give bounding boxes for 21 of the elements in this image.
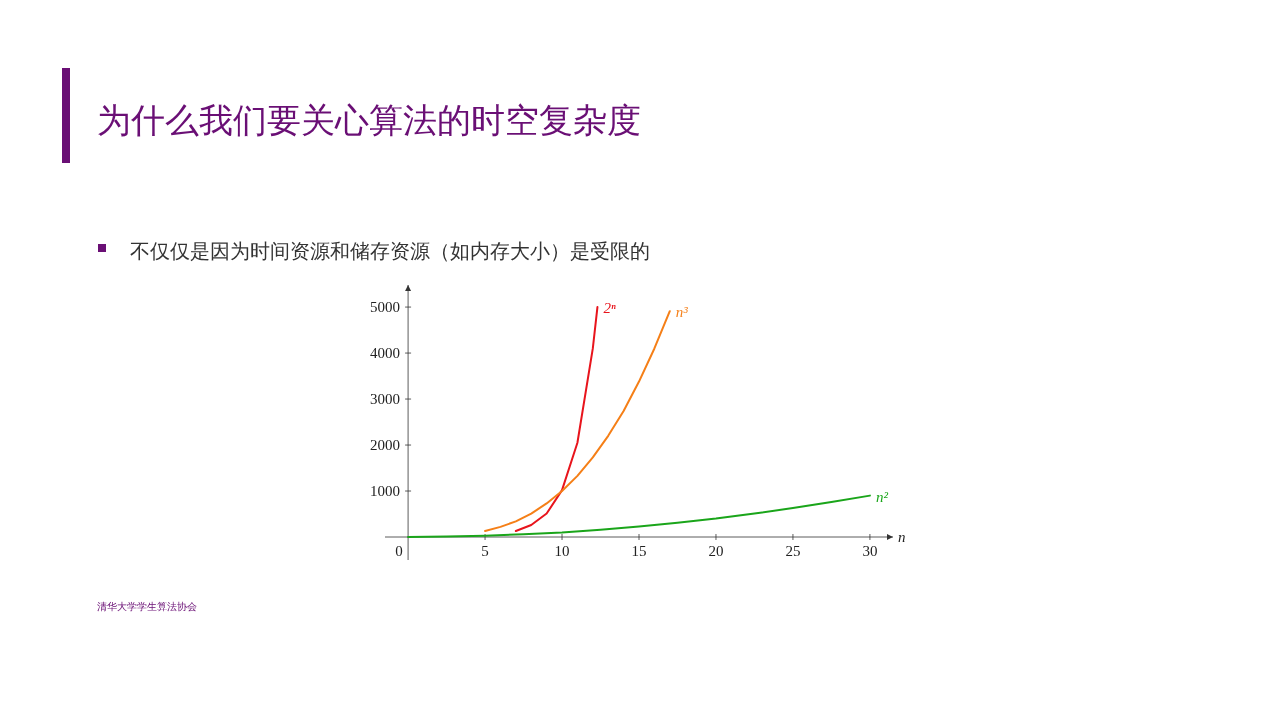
line-series <box>407 494 871 539</box>
series-label: n² <box>875 488 889 505</box>
y-tick-label: 4000 <box>370 345 401 362</box>
series-label: n³ <box>675 304 689 321</box>
y-tick-label: 2000 <box>370 437 401 454</box>
y-tick-label: 3000 <box>370 391 401 408</box>
text: 清华大学学生算法协会 <box>97 601 197 612</box>
chart-title: 为什么我们要关心算法的时空复杂度 <box>97 100 641 140</box>
x-tick-label: 20 <box>708 543 724 560</box>
chart-subtitle: 不仅仅是因为时间资源和储存资源（如内存大小）是受限的 <box>130 239 650 263</box>
x-tick-label: 30 <box>862 543 878 560</box>
series-label: 2ⁿ <box>603 300 616 317</box>
x-tick-label: 25 <box>785 543 801 560</box>
y-tick-label: 5000 <box>370 299 401 316</box>
line-series <box>514 306 599 533</box>
x-tick-label: 15 <box>631 543 647 560</box>
x-tick-label: 5 <box>481 543 489 560</box>
x-tick-label: 10 <box>554 543 570 560</box>
x-tick-label: 0 <box>395 543 403 560</box>
x-axis-title: n <box>898 529 906 546</box>
y-tick-label: 1000 <box>370 483 401 500</box>
